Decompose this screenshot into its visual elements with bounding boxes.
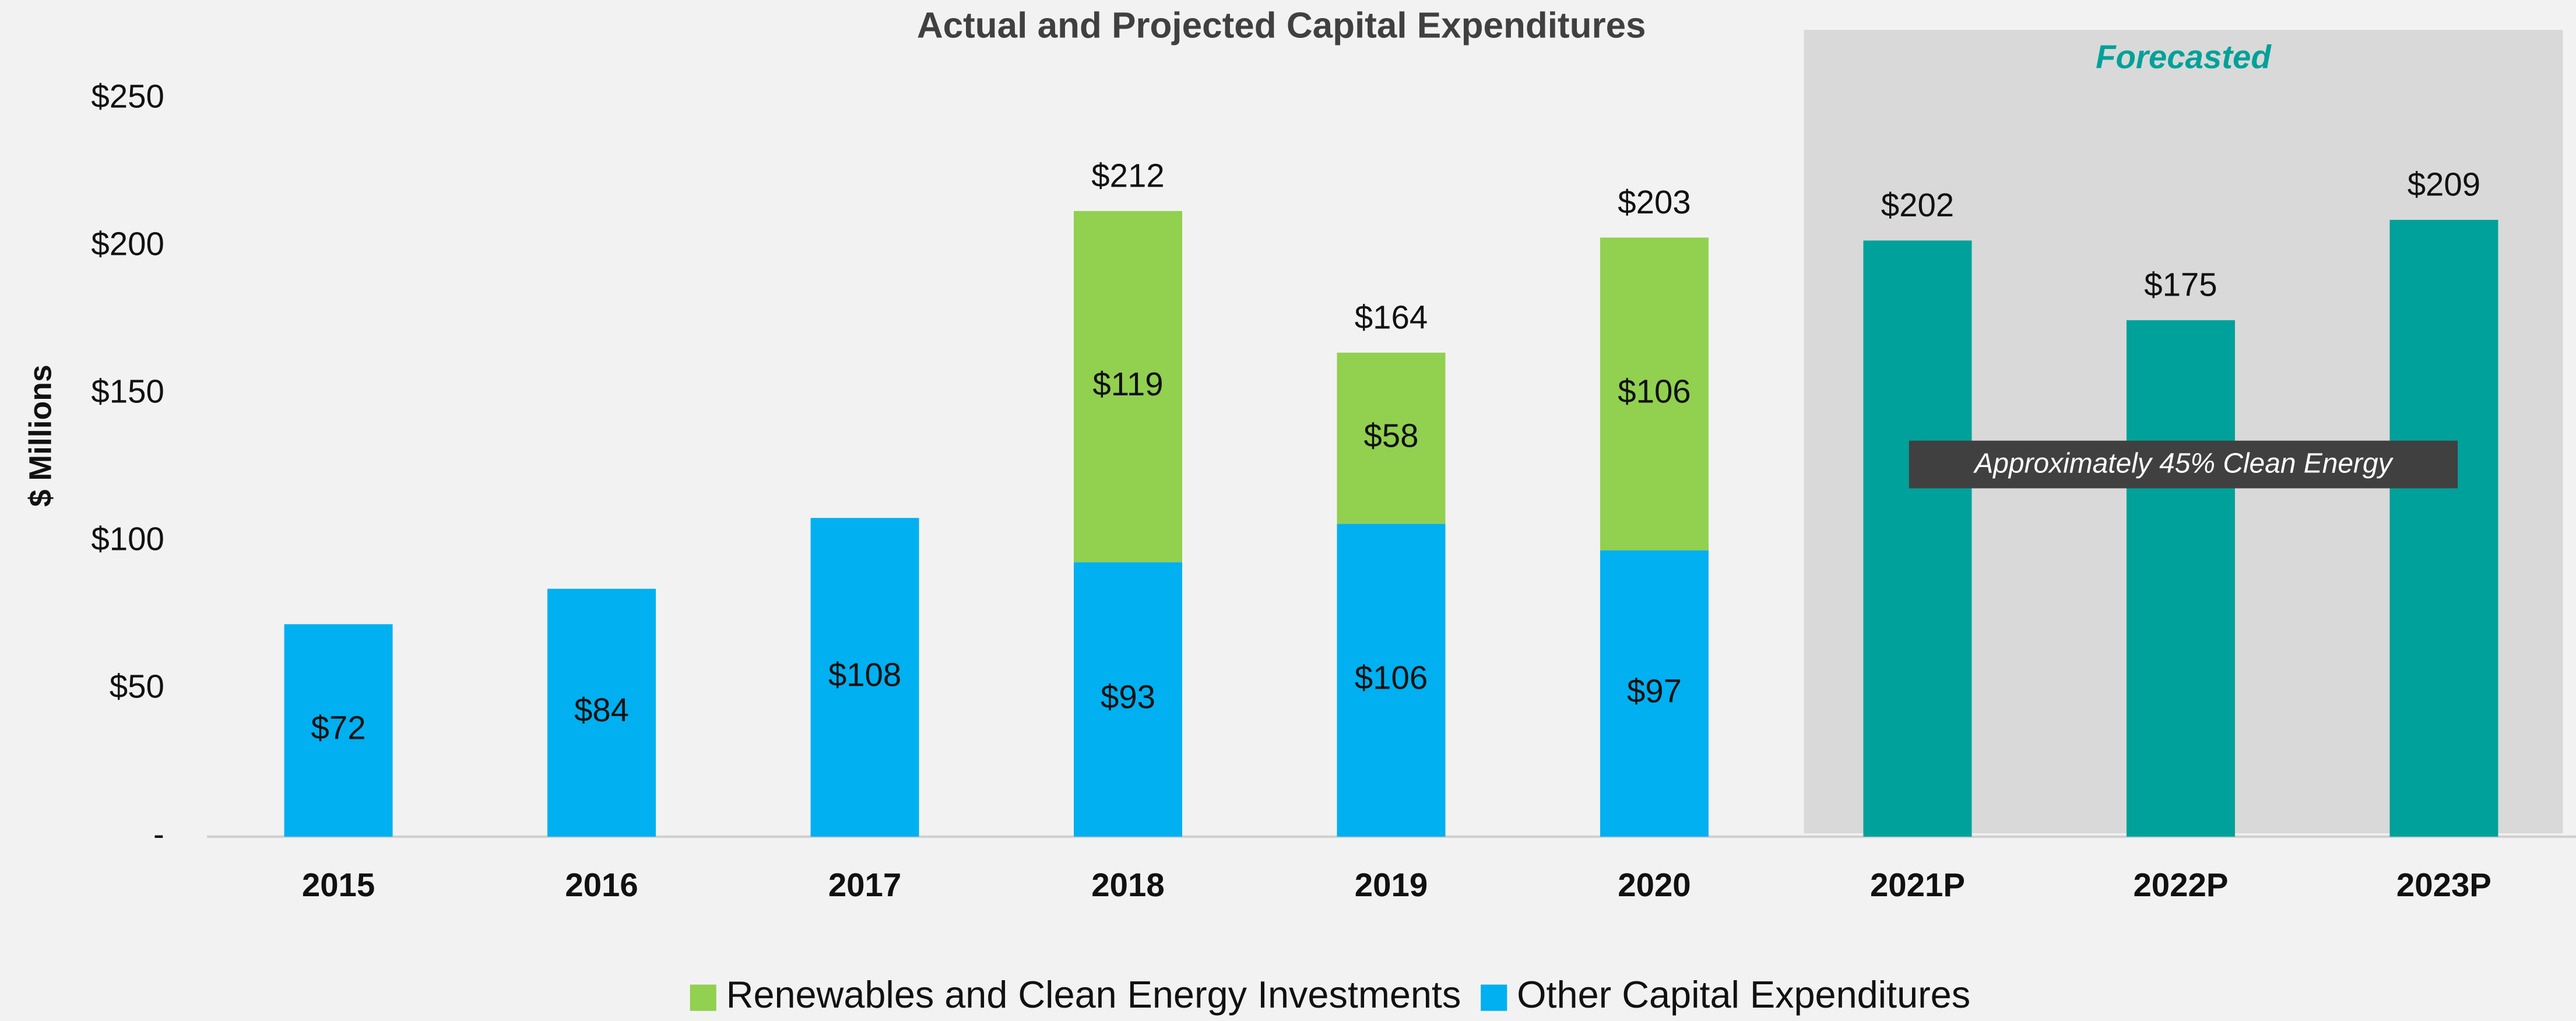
data-label: $119 (1092, 366, 1163, 402)
forecast-label: $202 (1881, 187, 1954, 223)
x-tick-label: 2020 (1618, 866, 1691, 903)
forecast-label: $209 (2408, 166, 2480, 203)
annotation-box (1909, 440, 2458, 489)
y-tick-label: $250 (91, 78, 164, 114)
data-label: $97 (1627, 672, 1682, 709)
data-label: $72 (311, 710, 366, 746)
x-tick-label: 2017 (828, 866, 901, 903)
legend-swatch (1481, 984, 1507, 1011)
data-label: $58 (1363, 417, 1418, 454)
total-label: $164 (1355, 299, 1428, 335)
x-tick-label: 2018 (1091, 866, 1164, 903)
x-tick-label: 2015 (302, 866, 375, 903)
legend-label: Renewables and Clean Energy Investments (726, 973, 1461, 1016)
bar-segment (1337, 524, 1446, 837)
legend-swatch (690, 984, 716, 1011)
bar-segment (1074, 210, 1183, 563)
data-label: $106 (1618, 373, 1691, 410)
x-tick-label: 2021P (1870, 866, 1965, 903)
y-tick-label: $200 (91, 225, 164, 262)
data-label: $108 (828, 656, 901, 693)
bar-segment (1600, 550, 1709, 837)
y-tick-label: - (153, 816, 164, 852)
data-label: $93 (1101, 678, 1155, 715)
bar-segment (547, 588, 656, 837)
bar-segment (810, 518, 919, 837)
bar-segment (284, 624, 393, 837)
chart-title: Actual and Projected Capital Expenditure… (917, 6, 1646, 46)
y-tick-label: $100 (91, 521, 164, 557)
forecast-bar (2126, 320, 2235, 837)
forecast-label: Forecasted (2096, 38, 2272, 75)
data-label: $84 (574, 692, 629, 728)
x-tick-label: 2023P (2396, 866, 2491, 903)
forecast-bar (1863, 240, 1972, 837)
x-tick-label: 2022P (2133, 866, 2228, 903)
bar-segment (1337, 352, 1446, 524)
bar-segment (1600, 237, 1709, 550)
bar-segment (1074, 562, 1183, 837)
legend-label: Other Capital Expenditures (1517, 973, 1970, 1016)
y-axis-label: $ Millions (23, 364, 58, 507)
total-label: $212 (1091, 157, 1164, 194)
x-tick-label: 2016 (565, 866, 638, 903)
total-label: $203 (1618, 184, 1691, 220)
y-tick-label: $150 (91, 373, 164, 410)
x-tick-label: 2019 (1355, 866, 1428, 903)
forecast-label: $175 (2144, 266, 2217, 303)
data-label: $106 (1355, 659, 1428, 696)
annotation: Approximately 45% Clean Energy (1973, 448, 2394, 479)
y-tick-label: $50 (110, 668, 164, 705)
forecast-bar (2389, 220, 2498, 837)
